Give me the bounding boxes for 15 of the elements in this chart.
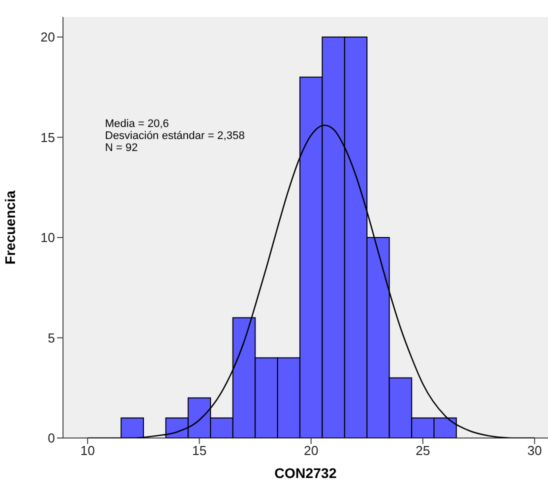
annotation: N = 92: [105, 142, 139, 154]
x-tick-label: 30: [527, 443, 542, 458]
annotation: Media = 20,6: [105, 118, 170, 130]
x-tick-label: 10: [80, 443, 95, 458]
x-tick-label: 20: [304, 443, 318, 458]
y-tick-label: 15: [40, 130, 55, 145]
annotation: Desviación estándar = 2,358: [105, 130, 245, 142]
y-axis-title: Frecuencia: [2, 190, 18, 264]
y-tick-label: 5: [48, 330, 55, 346]
y-tick-label: 0: [48, 430, 55, 446]
y-tick-label: 20: [40, 30, 55, 45]
y-tick-label: 10: [40, 230, 55, 246]
x-tick-label: 15: [192, 443, 207, 458]
x-tick-label: 25: [416, 443, 430, 458]
x-axis-title: CON2732: [274, 465, 337, 481]
